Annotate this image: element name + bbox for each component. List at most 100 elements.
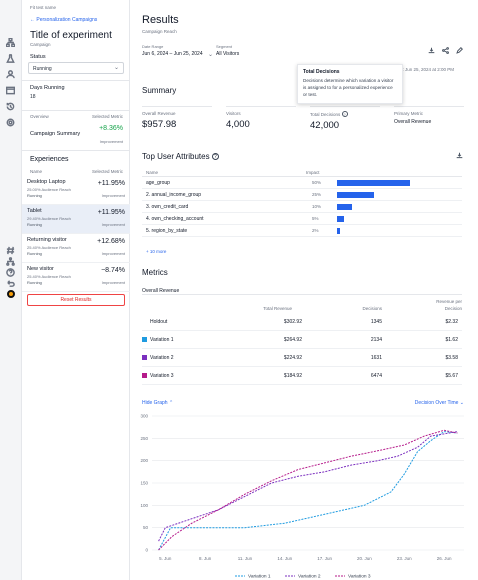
attribute-row[interactable]: 5. region_by_state 2% [142, 225, 462, 237]
variation-name: Variation 1 [150, 337, 174, 343]
decisions: 6474 [370, 373, 382, 379]
attribute-row[interactable]: 2. annual_income_group 25% [142, 189, 462, 201]
selected-metric-label: Selected Metric [91, 114, 123, 119]
metric-row[interactable]: Holdout $302.92 1345 $2.32 [142, 313, 462, 331]
summary-label: Total Decisions ? [310, 111, 348, 117]
status-value: Running [33, 66, 52, 72]
x-tick-label: 8. Jun [199, 556, 212, 561]
hide-graph-toggle[interactable]: Hide Graph ⌃ [142, 400, 174, 406]
attribute-row[interactable]: age_group 50% [142, 177, 462, 189]
revenue-per-decision: $3.58 [445, 355, 458, 361]
date-range-label: Date Range [142, 44, 164, 49]
exp-col-metric: Selected Metric [91, 169, 123, 174]
back-tag: Fit test name [30, 5, 57, 10]
status-select[interactable]: Running ⌄ [28, 62, 124, 74]
attribute-impact-bar [337, 180, 410, 186]
x-tick-label: 14. Jun [277, 556, 292, 561]
experience-status: Running [27, 193, 42, 198]
experience-metric: +12.68% [97, 238, 125, 245]
summary-title: Summary [142, 86, 177, 95]
summary-card: Total Decisions ? 42,000 [310, 106, 380, 131]
graph-type-dropdown[interactable]: Decision Over Time ⌄ [414, 400, 464, 406]
experience-row[interactable]: Returning visitor 25.40% Audience Reach … [22, 234, 130, 263]
days-label: Days Running [30, 85, 65, 91]
metric-row[interactable]: Variation 2 $224.92 1631 $3.58 [142, 349, 462, 367]
date-range-picker[interactable]: Jun 6, 2024 – Jun 25, 2024 [142, 51, 203, 57]
flask-icon[interactable] [5, 53, 16, 64]
experience-reach: 25.40% Audience Reach [27, 274, 71, 279]
experience-metric: +11.95% [97, 180, 125, 187]
experience-name: Desktop Laptop [27, 179, 66, 185]
summary-card: Overall Revenue $957.98 [142, 106, 212, 130]
campaign-summary-label[interactable]: Campaign Summary [30, 131, 81, 137]
series-line-variation-3 [158, 429, 458, 551]
legend-label: Variation 2 [298, 574, 321, 580]
code-icon[interactable] [5, 245, 16, 256]
decisions: 2134 [370, 337, 382, 343]
experience-status: Running [27, 280, 42, 285]
page-title: Title of experiment [30, 30, 112, 41]
experience-name: Returning visitor [27, 237, 67, 243]
attribute-name: age_group [146, 180, 170, 186]
attr-col-name: Name [146, 170, 159, 175]
avatar[interactable] [5, 288, 16, 299]
experience-reach: 25.40% Audience Reach [27, 245, 71, 250]
attribute-impact-bar [337, 228, 340, 234]
attribute-impact: 25% [312, 192, 322, 197]
experience-row[interactable]: Desktop Laptop 25.00% Audience Reach Run… [22, 176, 130, 205]
attribute-impact: 2% [312, 228, 319, 233]
y-tick-label: 150 [140, 481, 148, 486]
attribute-impact: 50% [312, 180, 322, 185]
tooltip: Total Decisions Decisions determine whic… [297, 64, 403, 104]
metrics-col-decisions: Decisions [362, 306, 382, 311]
edit-icon[interactable] [456, 47, 463, 56]
back-link[interactable]: ← Personalization Campaigns [30, 17, 98, 23]
help-icon[interactable]: ? [211, 153, 219, 161]
download-icon[interactable] [428, 47, 435, 56]
reset-results-button[interactable]: Reset Results [27, 294, 125, 306]
experience-row[interactable]: Tablet 29.40% Audience Reach Running +11… [22, 205, 130, 234]
settings-icon[interactable] [5, 117, 16, 128]
attribute-row[interactable]: 3. own_credit_card 10% [142, 201, 462, 213]
help-icon[interactable] [5, 267, 16, 278]
metrics-col-total: Total Revenue [263, 306, 292, 311]
hierarchy-icon[interactable] [5, 256, 16, 267]
decisions: 1631 [370, 355, 382, 361]
y-tick-label: 250 [140, 436, 148, 441]
attributes-more-link[interactable]: + 10 more [146, 249, 167, 254]
experience-reach: 29.40% Audience Reach [27, 216, 71, 221]
legend-label: Variation 1 [248, 574, 271, 580]
experience-row[interactable]: New visitor 25.40% Audience Reach Runnin… [22, 263, 130, 292]
y-tick-label: 300 [140, 414, 148, 419]
metrics-section: Overall Revenue [142, 288, 180, 294]
share-icon[interactable] [442, 47, 449, 56]
y-tick-label: 0 [145, 548, 148, 553]
metric-row[interactable]: Variation 1 $264.92 2134 $1.62 [142, 331, 462, 349]
last-updated: d: Jun 25, 2024 at 2:00 PM [400, 67, 455, 72]
series-line-variation-1 [158, 431, 458, 551]
window-icon[interactable] [5, 85, 16, 96]
days-value: 18 [30, 94, 36, 100]
y-tick-label: 100 [140, 503, 148, 508]
summary-value: $957.98 [142, 119, 177, 130]
history-icon[interactable] [5, 101, 16, 112]
info-icon[interactable]: ? [341, 111, 348, 117]
metric-row[interactable]: Variation 3 $184.92 6474 $5.67 [142, 367, 462, 385]
experience-metric-sub: Improvement [101, 193, 125, 198]
users-icon[interactable] [5, 69, 16, 80]
experience-name: Tablet [27, 208, 42, 214]
revenue-per-decision: $5.67 [445, 373, 458, 379]
attribute-name: 4. own_checking_account [146, 216, 204, 222]
chevron-down-icon: ⌄ [208, 52, 214, 58]
download-icon[interactable] [456, 152, 463, 161]
attribute-row[interactable]: 4. own_checking_account 5% [142, 213, 462, 225]
segment-select[interactable]: All Visitors [216, 51, 240, 57]
experience-name: New visitor [27, 266, 54, 272]
revenue-per-decision: $1.62 [445, 337, 458, 343]
total-revenue: $302.92 [283, 319, 302, 325]
x-tick-label: 20. Jun [357, 556, 372, 561]
sitemap-icon[interactable] [5, 37, 16, 48]
variation-name: Variation 3 [150, 373, 174, 379]
undo-icon[interactable] [5, 278, 16, 289]
attributes-title: Top User Attributes ? [142, 152, 219, 161]
